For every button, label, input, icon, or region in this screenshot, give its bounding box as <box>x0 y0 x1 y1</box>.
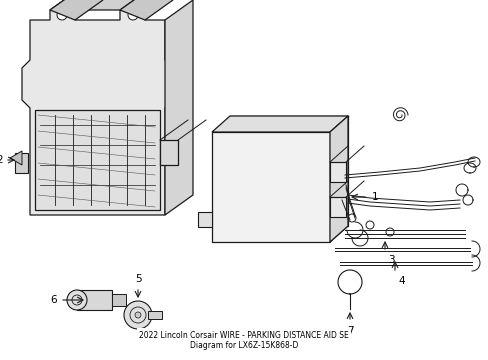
Polygon shape <box>77 290 112 310</box>
Polygon shape <box>160 140 178 165</box>
Text: 5: 5 <box>134 274 141 284</box>
Polygon shape <box>10 151 22 165</box>
Text: 2022 Lincoln Corsair WIRE - PARKING DISTANCE AID SE
Diagram for LX6Z-15K868-D: 2022 Lincoln Corsair WIRE - PARKING DIST… <box>139 330 348 350</box>
Text: 7: 7 <box>346 326 353 336</box>
Polygon shape <box>212 132 329 242</box>
Polygon shape <box>50 0 148 10</box>
Text: 2: 2 <box>0 155 3 165</box>
Polygon shape <box>22 10 173 215</box>
Text: 1: 1 <box>371 192 378 202</box>
Polygon shape <box>198 212 212 227</box>
Polygon shape <box>212 116 347 132</box>
Text: 3: 3 <box>387 255 394 265</box>
Polygon shape <box>329 162 346 182</box>
Polygon shape <box>329 116 347 242</box>
Circle shape <box>128 10 138 20</box>
Circle shape <box>124 301 152 329</box>
Polygon shape <box>120 0 173 20</box>
Polygon shape <box>329 197 346 217</box>
Polygon shape <box>15 153 28 173</box>
Circle shape <box>57 10 67 20</box>
Polygon shape <box>148 311 162 319</box>
Polygon shape <box>50 0 103 20</box>
Text: 6: 6 <box>50 295 57 305</box>
Circle shape <box>135 312 141 318</box>
Circle shape <box>67 290 87 310</box>
Polygon shape <box>35 110 160 210</box>
Text: 4: 4 <box>397 276 404 286</box>
Polygon shape <box>164 0 193 215</box>
Polygon shape <box>112 294 126 306</box>
